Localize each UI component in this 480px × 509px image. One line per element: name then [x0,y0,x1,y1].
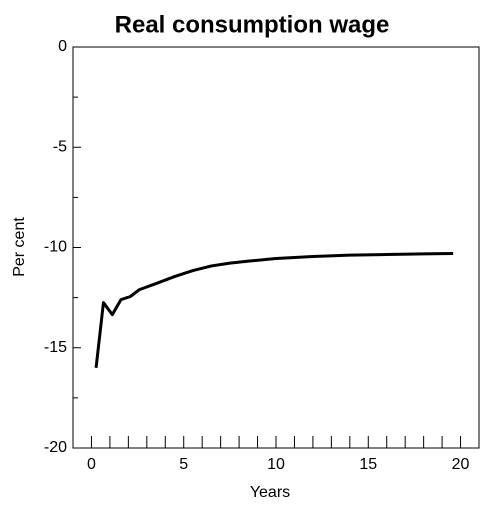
chart-title: Real consumption wage [115,11,390,38]
x-tick-label: 5 [179,456,188,473]
y-axis-label: Per cent [11,217,28,277]
data-line [94,252,454,368]
y-tick-label: -10 [44,239,67,256]
x-tick-label: 10 [267,456,285,473]
y-tick-label: 0 [58,38,67,55]
y-tick-label: -5 [53,138,67,155]
plot-frame [72,46,480,449]
y-tick-label: -20 [44,439,67,456]
x-tick-label: 0 [87,456,96,473]
y-tick-label: -15 [44,339,67,356]
x-axis-label: Years [250,484,290,501]
x-tick-label: 20 [452,456,470,473]
x-tick-label: 15 [359,456,377,473]
